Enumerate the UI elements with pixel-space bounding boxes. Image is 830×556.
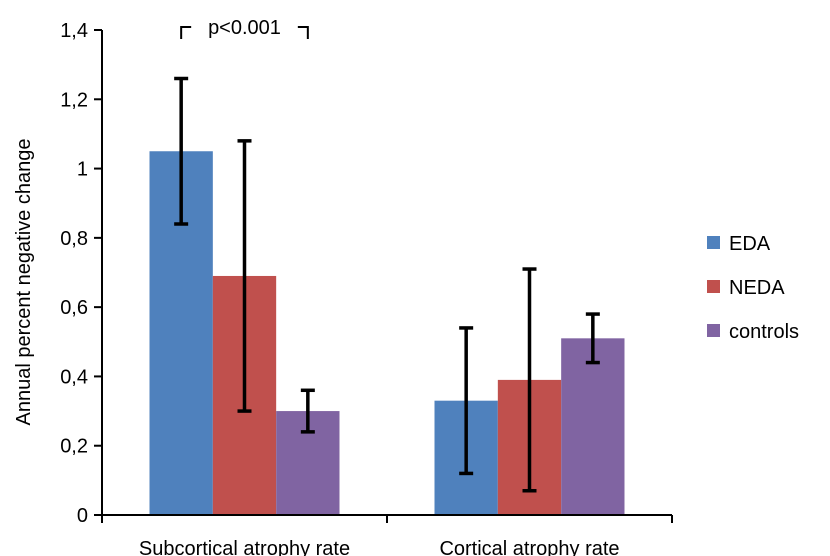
x-categories-layer: Subcortical atrophy rate Cortical atrophy… [139,538,620,556]
y-tick-label: 0,8 [60,228,88,250]
error-bar-neda-subcortical [237,139,252,413]
error-bar-controls-subcortical [300,388,315,434]
y-tick-label: 1,4 [60,20,88,42]
bracket-left [180,26,192,39]
legend-item-controls: controls [707,321,799,343]
significance-annotation: p<0.001 [180,17,309,39]
x-category-label: Subcortical atrophy rate [139,538,350,556]
legend-swatch [707,236,720,249]
axes-layer [101,30,673,523]
bar-controls-cortical [561,338,625,515]
y-axis-title: Annual percent negative change [13,139,35,426]
y-tick-label: 0,6 [60,297,88,319]
legend-label: EDA [729,233,771,255]
error-bar-neda-cortical [522,267,537,493]
error-bars-layer [174,76,600,493]
x-category-label: Cortical atrophy rate [439,538,619,556]
legend-label: controls [729,321,799,343]
y-tick-label: 1 [77,159,88,181]
bars-layer [149,151,625,515]
legend-swatch [707,324,720,337]
legend-label: NEDA [729,277,785,299]
y-tick-label: 0,2 [60,436,88,458]
error-bar-controls-cortical [585,312,600,365]
legend-item-eda: EDA [707,233,771,255]
y-ticks-layer: 0 0,2 0,4 0,6 0,8 1 1,2 1,4 [60,20,102,527]
error-bar-eda-cortical [459,326,474,476]
y-tick-label: 1,2 [60,89,88,111]
p-value-label: p<0.001 [208,17,281,39]
y-tick-label: 0,4 [60,366,88,388]
error-bar-eda-subcortical [174,76,189,226]
legend: EDA NEDA controls [707,233,799,343]
legend-item-neda: NEDA [707,277,785,299]
y-tick-label: 0 [77,505,88,527]
legend-swatch [707,280,720,293]
bracket-right [297,26,309,39]
